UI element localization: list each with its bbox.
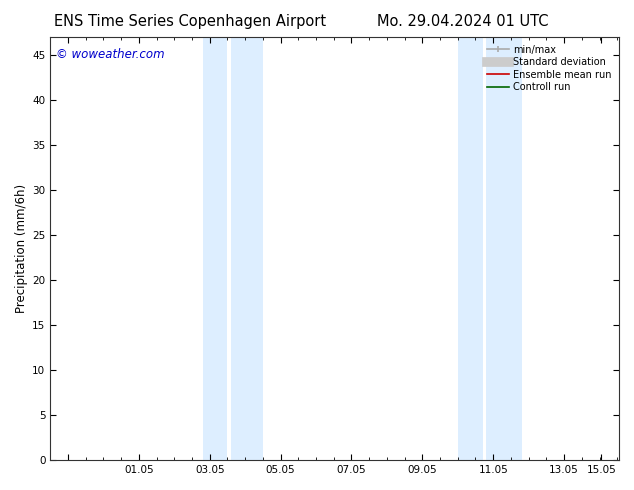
Text: ENS Time Series Copenhagen Airport: ENS Time Series Copenhagen Airport [54,14,327,29]
Bar [486,37,522,460]
Text: Mo. 29.04.2024 01 UTC: Mo. 29.04.2024 01 UTC [377,14,548,29]
Bar [231,37,263,460]
Bar [458,37,482,460]
Legend: min/max, Standard deviation, Ensemble mean run, Controll run: min/max, Standard deviation, Ensemble me… [484,42,614,95]
Y-axis label: Precipitation (mm/6h): Precipitation (mm/6h) [15,184,28,313]
Text: © woweather.com: © woweather.com [56,48,165,61]
Bar [203,37,228,460]
